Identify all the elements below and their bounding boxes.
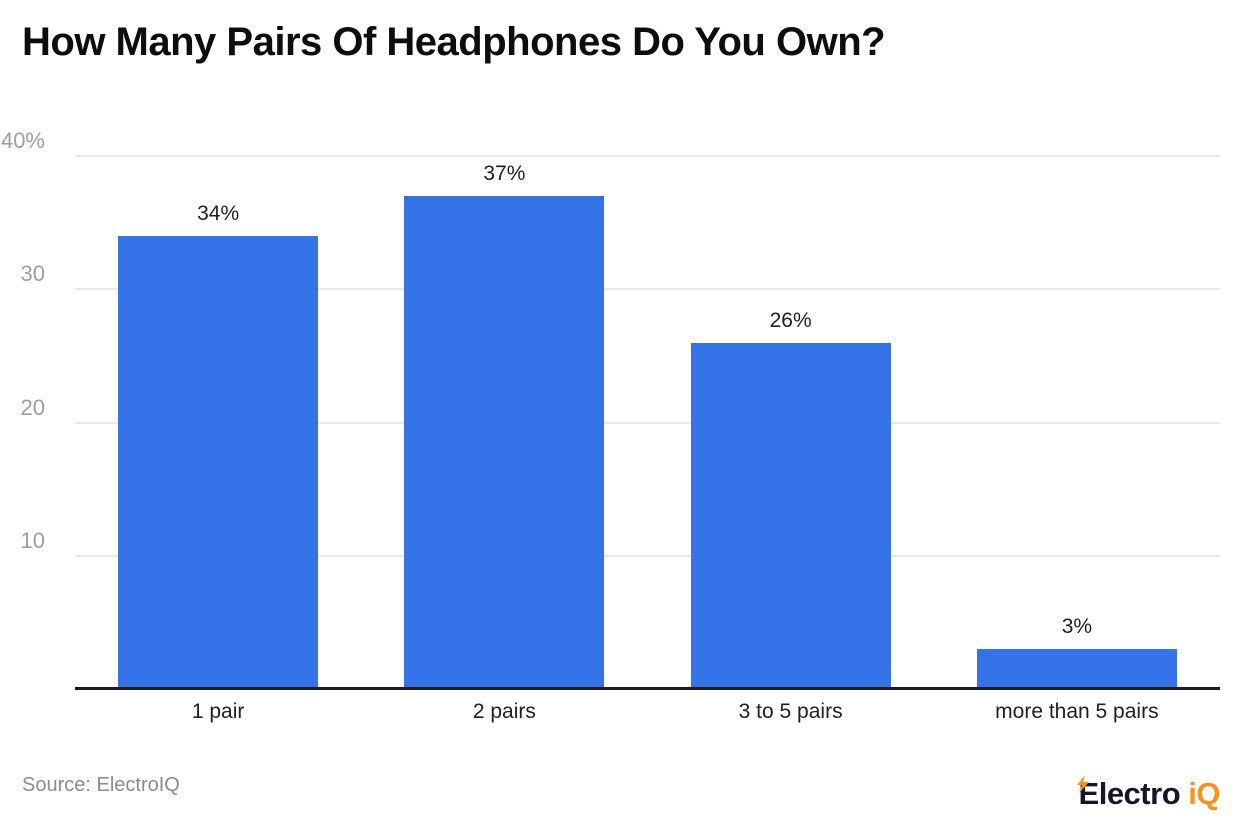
gridline	[75, 155, 1220, 157]
gridline	[75, 288, 1220, 291]
bar-group: 37%	[361, 156, 647, 689]
bar-group: 26%	[648, 156, 934, 689]
bar	[976, 649, 1177, 689]
source-text: Source: ElectroIQ	[22, 774, 180, 796]
brand-logo: Electro iQ	[1076, 775, 1220, 812]
x-tick-label: more than 5 pairs	[995, 700, 1159, 723]
gridline	[75, 421, 1220, 424]
bar	[690, 342, 891, 689]
y-tick-label: 20	[20, 394, 45, 420]
x-axis-labels: 1 pair 2 pairs 3 to 5 pairs more than 5 pai…	[75, 700, 1220, 724]
x-axis-line	[75, 687, 1220, 690]
bar	[404, 195, 605, 689]
logo-text-dark: Electro	[1078, 776, 1181, 811]
x-tick-label: 1 pair	[191, 700, 245, 723]
bar-value-label: 3%	[1061, 615, 1093, 639]
bar-group: 3%	[934, 156, 1220, 689]
bar-value-label: 37%	[483, 161, 526, 185]
bar	[118, 235, 319, 689]
y-tick-label: 40%	[0, 128, 45, 153]
y-tick-label: 10	[20, 527, 45, 553]
bar-group: 34%	[75, 156, 361, 689]
x-tick-label: 3 to 5 pairs	[738, 700, 843, 723]
x-tick-label: 2 pairs	[472, 700, 536, 723]
bars-row: 34% 37% 26% 3%	[75, 156, 1220, 689]
bar-value-label: 34%	[197, 201, 240, 225]
plot-area: 10 20 30 40% 34% 37% 26% 3%	[1, 128, 1220, 689]
page-title: How Many Pairs Of Headphones Do You Own?	[22, 20, 886, 64]
logo-text-accent: iQ	[1188, 776, 1220, 811]
gridline	[75, 554, 1220, 557]
y-tick-label: 30	[20, 261, 45, 287]
bar-value-label: 26%	[769, 308, 812, 332]
lightning-bolt-icon	[1075, 765, 1091, 793]
